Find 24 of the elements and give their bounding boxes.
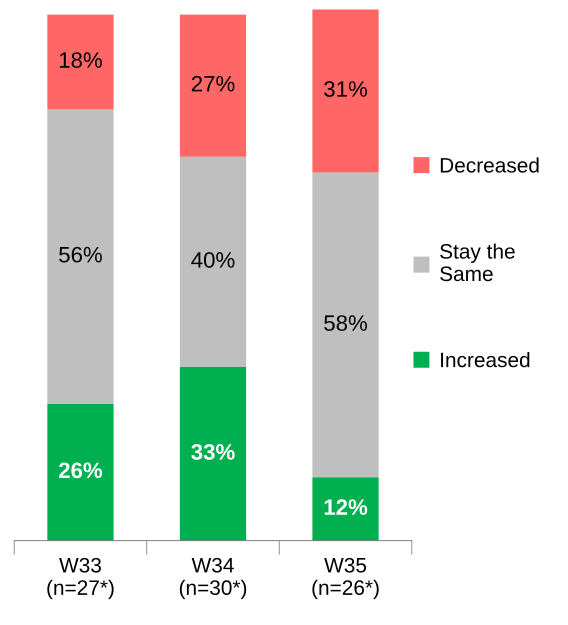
legend-label: Stay the Same [440,243,515,282]
bar [180,156,246,368]
x-tick-label: W34 (n=30*) [180,558,246,600]
legend-label: Decreased [440,157,539,173]
data-label: 58% [324,315,367,331]
bar [312,9,379,172]
bar [180,14,246,157]
bar [180,367,246,541]
data-label: 31% [324,81,367,97]
data-label: 33% [191,444,235,460]
bar [312,172,379,478]
x-tick-label: W35 (n=26*) [312,558,379,600]
legend-label: Increased [441,352,530,368]
bar [312,478,379,541]
bar [47,109,114,404]
data-label: 56% [59,246,102,263]
data-label: 12% [324,499,368,515]
data-label: 26% [59,462,102,478]
data-label: 18% [60,52,102,68]
data-label: 27% [192,76,234,92]
data-label: 40% [191,252,234,268]
bar [47,14,114,110]
x-tick-label: W33 (n=27*) [47,558,114,600]
bar [47,404,114,541]
